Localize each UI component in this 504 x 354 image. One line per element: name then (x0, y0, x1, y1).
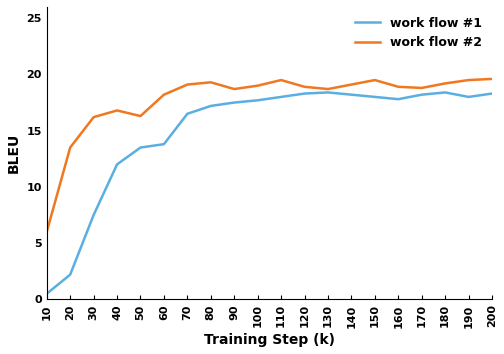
work flow #1 (325, 90, 331, 95)
work flow #1 (278, 95, 284, 99)
Legend: work flow #1, work flow #2: work flow #1, work flow #2 (351, 13, 486, 53)
work flow #2 (114, 108, 120, 113)
work flow #1 (138, 145, 144, 150)
work flow #2 (255, 84, 261, 88)
X-axis label: Training Step (k): Training Step (k) (204, 333, 335, 347)
work flow #1 (301, 91, 307, 96)
work flow #1 (44, 292, 50, 296)
Y-axis label: BLEU: BLEU (7, 133, 21, 173)
work flow #2 (419, 86, 425, 90)
work flow #1 (442, 90, 448, 95)
work flow #2 (325, 87, 331, 91)
work flow #2 (138, 114, 144, 118)
work flow #1 (419, 92, 425, 97)
work flow #2 (348, 82, 354, 87)
work flow #2 (231, 87, 237, 91)
work flow #2 (67, 145, 73, 150)
work flow #1 (231, 101, 237, 105)
work flow #2 (372, 78, 378, 82)
work flow #1 (161, 142, 167, 146)
work flow #2 (184, 82, 191, 87)
work flow #2 (442, 81, 448, 86)
work flow #1 (348, 92, 354, 97)
work flow #2 (489, 77, 495, 81)
work flow #1 (395, 97, 401, 101)
work flow #1 (184, 112, 191, 116)
work flow #2 (395, 85, 401, 89)
work flow #2 (466, 78, 472, 82)
work flow #2 (278, 78, 284, 82)
work flow #2 (91, 115, 97, 119)
work flow #1 (489, 91, 495, 96)
work flow #1 (372, 95, 378, 99)
work flow #1 (466, 95, 472, 99)
work flow #1 (114, 162, 120, 166)
work flow #1 (67, 273, 73, 277)
work flow #1 (91, 213, 97, 217)
Line: work flow #1: work flow #1 (47, 92, 492, 294)
work flow #2 (44, 230, 50, 234)
work flow #2 (208, 80, 214, 85)
work flow #2 (161, 92, 167, 97)
work flow #1 (255, 98, 261, 102)
work flow #1 (208, 104, 214, 108)
Line: work flow #2: work flow #2 (47, 79, 492, 232)
work flow #2 (301, 85, 307, 89)
